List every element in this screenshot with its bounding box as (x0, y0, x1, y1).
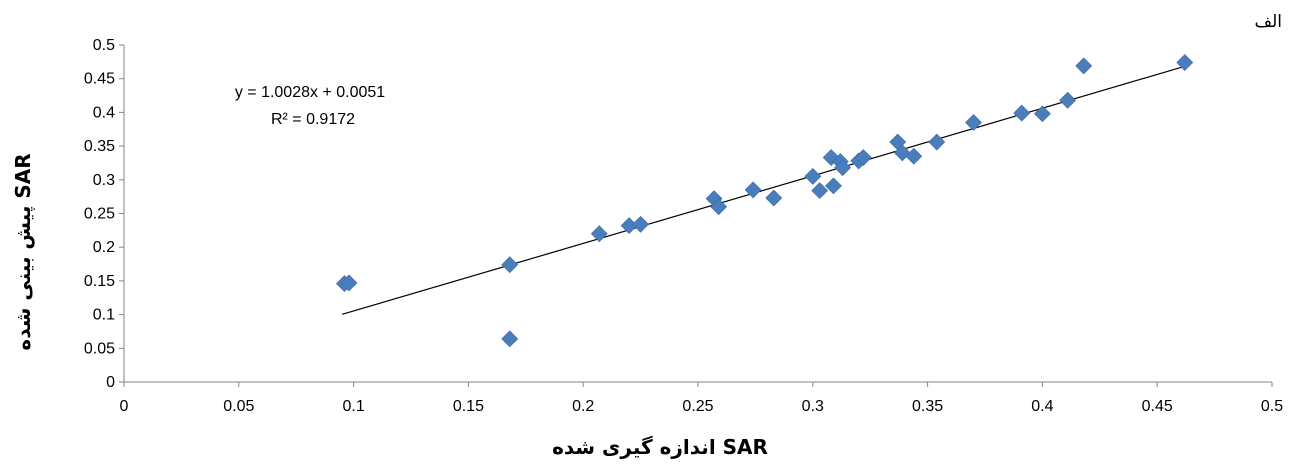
corner-label: الف (1254, 12, 1282, 32)
linear-trendline (341, 65, 1185, 315)
x-tick-label: 0.5 (1261, 398, 1283, 415)
data-point (834, 159, 852, 177)
data-points (335, 54, 1194, 348)
data-point (928, 133, 946, 151)
x-tick-label: 0.2 (572, 398, 594, 415)
trendline-group (341, 65, 1185, 315)
data-point (905, 147, 923, 165)
data-point (965, 114, 982, 131)
x-axis-title: اندازه گیری شده SAR (552, 435, 768, 459)
data-point (1033, 105, 1051, 123)
x-tick-label: 0.35 (912, 398, 943, 415)
y-tick-label: 0.05 (84, 340, 115, 357)
y-tick-label: 0.35 (84, 138, 115, 155)
data-point (501, 256, 519, 274)
x-tick-label: 0.15 (453, 398, 484, 415)
data-point (1176, 54, 1194, 71)
data-point (1075, 57, 1093, 75)
y-tick-label: 0 (106, 374, 115, 391)
data-point (501, 330, 519, 348)
data-point (1013, 104, 1031, 122)
data-point (804, 168, 822, 185)
y-axis-ticks: 0 0.05 0.1 0.15 0.2 0.25 0.3 0.35 0.4 0.45 0.5 (84, 37, 124, 391)
y-tick-label: 0.4 (93, 104, 115, 121)
data-point (744, 181, 762, 199)
data-point (590, 225, 608, 243)
data-point (632, 215, 650, 233)
x-tick-label: 0.45 (1142, 398, 1173, 415)
trendline-equation: y = 1.0028x + 0.0051 (235, 84, 385, 101)
x-tick-label: 0.05 (223, 398, 254, 415)
x-tick-label: 0 (120, 398, 129, 415)
data-point (340, 274, 358, 292)
data-point (765, 189, 783, 207)
data-point (710, 198, 728, 216)
y-axis-title: پیش بینی شده SAR (11, 153, 36, 350)
y-tick-label: 0.3 (93, 172, 115, 189)
data-point (1059, 91, 1077, 109)
x-tick-label: 0.3 (802, 398, 824, 415)
data-point (854, 149, 872, 166)
y-tick-label: 0.2 (93, 239, 115, 256)
x-tick-label: 0.1 (342, 398, 364, 415)
x-tick-label: 0.25 (682, 398, 713, 415)
y-tick-label: 0.25 (84, 206, 115, 223)
x-tick-label: 0.4 (1031, 398, 1053, 415)
r-squared-label: R² = 0.9172 (271, 111, 355, 128)
y-tick-label: 0.1 (93, 307, 115, 324)
y-tick-label: 0.5 (93, 37, 115, 54)
data-point (825, 177, 842, 195)
data-point (811, 182, 829, 200)
y-tick-label: 0.15 (84, 273, 115, 290)
x-axis-ticks: 0 0.05 0.1 0.15 0.2 0.25 0.3 0.35 0.4 0.45 0.5 (120, 382, 1283, 415)
y-tick-label: 0.45 (84, 71, 115, 88)
